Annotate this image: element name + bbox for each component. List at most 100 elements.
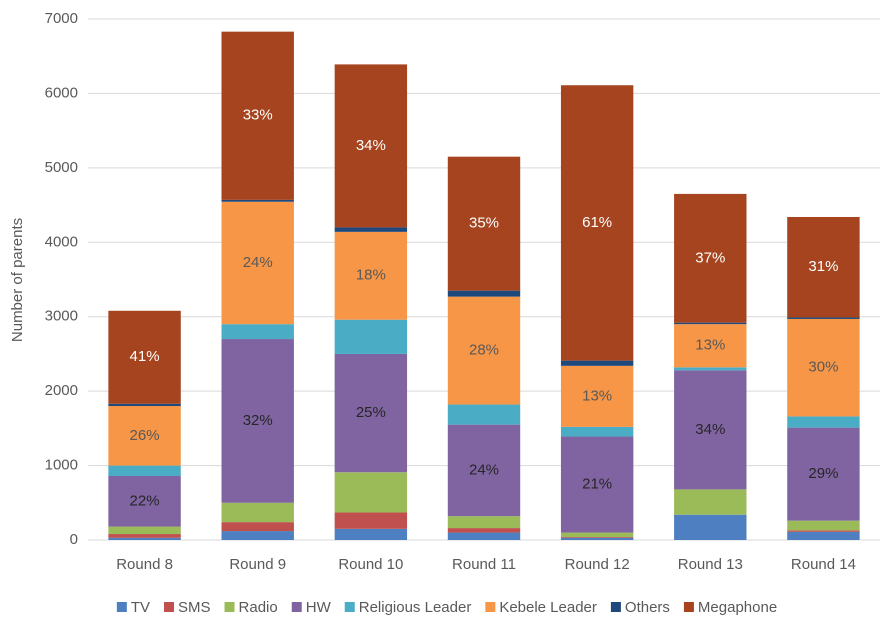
- legend-swatch: [683, 602, 694, 612]
- legend-swatch: [485, 602, 496, 612]
- legend-swatch: [610, 602, 621, 612]
- y-tick-label: 1000: [45, 457, 78, 474]
- legend-swatch: [164, 602, 175, 612]
- x-tick-label: Round 11: [452, 556, 516, 573]
- y-tick-label: 5000: [45, 159, 78, 176]
- data-label: 33%: [243, 107, 273, 124]
- data-label: 37%: [695, 249, 725, 266]
- bar-segment: [221, 522, 294, 532]
- x-tick-label: Round 14: [791, 556, 856, 573]
- legend-label: SMS: [178, 599, 211, 616]
- legend-label: TV: [131, 599, 150, 616]
- bar-segment: [447, 532, 521, 540]
- bar-segment: [560, 537, 634, 538]
- data-label: 34%: [695, 421, 725, 438]
- bar-segment: [334, 319, 408, 354]
- y-tick-label: 3000: [45, 308, 78, 325]
- y-tick-label: 2000: [45, 382, 78, 399]
- x-tick-label: Round 10: [338, 556, 403, 573]
- bar-segment: [674, 193, 747, 323]
- data-label: 32%: [243, 412, 273, 429]
- y-axis-label: Number of parents: [9, 218, 26, 342]
- data-label: 13%: [582, 387, 612, 404]
- bar-segment: [334, 512, 408, 529]
- bar-segment: [221, 201, 294, 325]
- bar-segment: [108, 406, 181, 466]
- bar-segment: [560, 537, 634, 540]
- bar-segment: [221, 199, 294, 202]
- bar-segment: [108, 465, 181, 476]
- legend-swatch: [224, 602, 235, 612]
- data-label: 24%: [469, 461, 499, 478]
- data-label: 22%: [130, 492, 160, 509]
- legend-swatch: [344, 602, 355, 612]
- bar-segment: [787, 530, 860, 532]
- bar-segment: [221, 502, 294, 523]
- bar-segment: [787, 520, 860, 531]
- bar-segment: [674, 324, 747, 368]
- data-label: 21%: [582, 476, 612, 493]
- bar-segment: [674, 489, 747, 515]
- data-label: 26%: [130, 427, 160, 444]
- legend-swatch: [116, 602, 127, 612]
- x-tick-label: Round 12: [565, 556, 630, 573]
- data-label: 41%: [130, 348, 160, 365]
- bar-segment: [108, 537, 181, 540]
- bar-segment: [560, 365, 634, 427]
- data-label: 24%: [243, 254, 273, 271]
- data-label: 29%: [808, 465, 838, 482]
- bar-segment: [560, 436, 634, 533]
- bar-segment: [674, 322, 747, 325]
- bar-segment: [108, 403, 181, 407]
- bar-segment: [787, 216, 860, 318]
- x-tick-label: Round 13: [678, 556, 743, 573]
- legend-label: Others: [625, 599, 670, 616]
- bar-segment: [787, 416, 860, 428]
- data-label: 13%: [695, 337, 725, 354]
- bar-segment: [787, 318, 860, 417]
- legend: TV SMS Radio HW Religious Leader Kebele Leade…: [116, 599, 777, 616]
- bar-segment: [447, 528, 521, 533]
- bar-segment: [108, 310, 181, 404]
- bar-segment: [221, 339, 294, 503]
- bar-segment: [108, 526, 181, 535]
- bar-segment: [221, 324, 294, 340]
- data-label: 18%: [356, 267, 386, 284]
- data-label: 35%: [469, 215, 499, 232]
- bar-segment: [221, 531, 294, 540]
- legend-label: Megaphone: [698, 599, 777, 616]
- data-label: 25%: [356, 404, 386, 421]
- bar-segment: [560, 426, 634, 437]
- bar-segment: [787, 531, 860, 540]
- legend-label: Radio: [239, 599, 278, 616]
- bar-segment: [108, 534, 181, 538]
- bar-segment: [787, 317, 860, 319]
- y-tick-label: 4000: [45, 233, 78, 250]
- bar-segment: [334, 227, 408, 232]
- bar-segment: [560, 85, 634, 361]
- bar-segment: [674, 370, 747, 490]
- bar-segment: [447, 290, 521, 297]
- data-label: 30%: [808, 359, 838, 376]
- y-tick-label: 7000: [45, 10, 78, 27]
- legend-label: Kebele Leader: [499, 599, 597, 616]
- bar-segment: [334, 231, 408, 320]
- bar-segment: [334, 64, 408, 228]
- legend-label: Religious Leader: [359, 599, 472, 616]
- bar-segment: [447, 424, 521, 517]
- bar-segment: [447, 516, 521, 529]
- bar-segment: [674, 514, 747, 540]
- bar-segment: [787, 427, 860, 521]
- bar-segment: [334, 472, 408, 513]
- bar-segment: [447, 404, 521, 425]
- bar-segment: [560, 360, 634, 366]
- legend-swatch: [291, 602, 302, 612]
- bar-segment: [674, 367, 747, 371]
- y-tick-label: 0: [70, 531, 78, 548]
- bar-segment: [334, 353, 408, 473]
- data-label: 34%: [356, 137, 386, 154]
- bar-segment: [221, 31, 294, 200]
- bar-segment: [560, 532, 634, 538]
- y-tick-label: 6000: [45, 84, 78, 101]
- bar-segment: [447, 296, 521, 405]
